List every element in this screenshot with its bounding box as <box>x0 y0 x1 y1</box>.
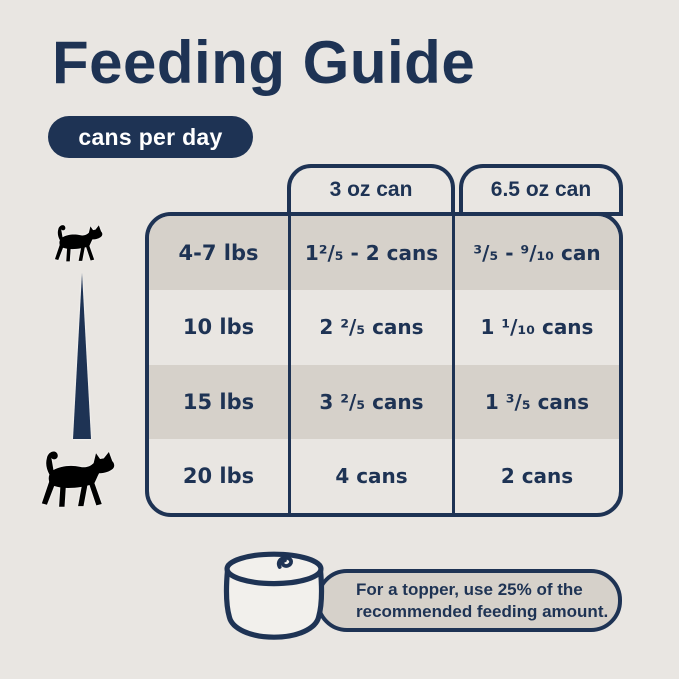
topper-note-line1: For a topper, use 25% of the <box>356 580 583 599</box>
cat-food-can-icon <box>223 551 325 640</box>
table-row: 20 lbs 4 cans 2 cans <box>149 438 619 513</box>
size-scale-wedge-icon <box>73 273 91 439</box>
amount-6-5oz-cell: ³/₅ - ⁹/₁₀ can <box>452 216 619 291</box>
cans-per-day-badge: cans per day <box>48 116 253 158</box>
table-row: 10 lbs 2 ²/₅ cans 1 ¹/₁₀ cans <box>149 290 619 365</box>
column-header-6-5oz-can: 6.5 oz can <box>459 164 623 216</box>
column-header-3oz-can: 3 oz can <box>287 164 455 216</box>
small-cat-icon <box>54 225 103 262</box>
topper-note-line2: recommended feeding amount. <box>356 601 609 621</box>
amount-3oz-cell: 1²/₅ - 2 cans <box>288 216 452 291</box>
amount-6-5oz-cell: 1 ¹/₁₀ cans <box>452 290 619 365</box>
topper-note: For a topper, use 25% of the recommended… <box>316 569 622 632</box>
badge-label: cans per day <box>78 123 223 150</box>
weight-cell: 10 lbs <box>182 315 255 340</box>
table-row: 15 lbs 3 ²/₅ cans 1 ³/₅ cans <box>149 364 619 439</box>
weight-cell: 15 lbs <box>182 389 255 414</box>
weight-cell: 20 lbs <box>182 463 255 488</box>
weight-cell: 4-7 lbs <box>178 241 259 266</box>
amount-6-5oz-cell: 1 ³/₅ cans <box>452 364 619 439</box>
large-cat-icon <box>41 451 115 507</box>
amount-6-5oz-cell: 2 cans <box>452 438 619 513</box>
feeding-table: 4-7 lbs 1²/₅ - 2 cans ³/₅ - ⁹/₁₀ can 10 … <box>145 212 623 517</box>
table-row: 4-7 lbs 1²/₅ - 2 cans ³/₅ - ⁹/₁₀ can <box>149 216 619 291</box>
amount-3oz-cell: 4 cans <box>288 438 452 513</box>
page-title: Feeding Guide <box>52 29 476 96</box>
amount-3oz-cell: 2 ²/₅ cans <box>288 290 452 365</box>
amount-3oz-cell: 3 ²/₅ cans <box>288 364 452 439</box>
